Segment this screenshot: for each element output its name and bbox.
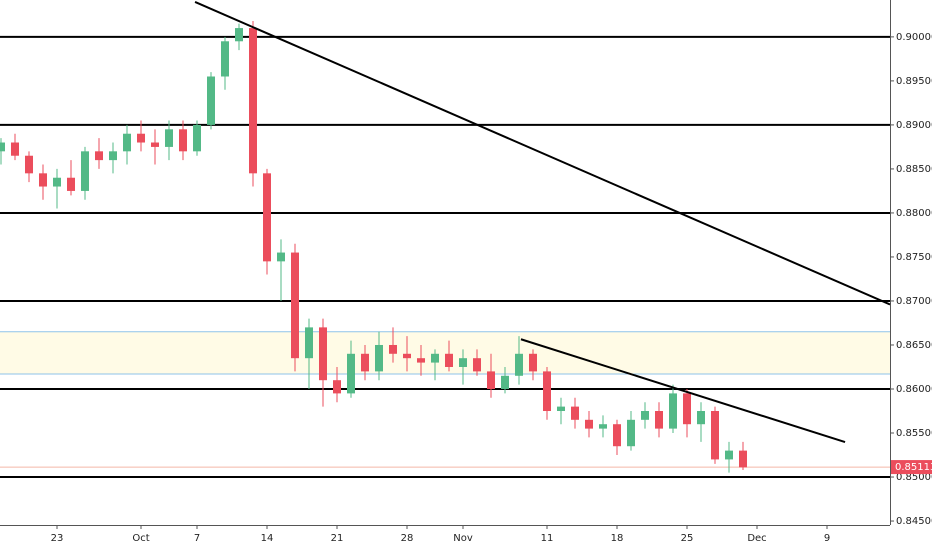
candle-body [613, 424, 621, 447]
candle-body [697, 411, 705, 425]
trendline [194, 1, 891, 306]
candle-body [585, 419, 593, 429]
x-tick-label: Dec [747, 533, 766, 544]
candle-body [683, 393, 691, 425]
candle-body [459, 358, 467, 367]
trendline [520, 338, 846, 444]
candle-body [445, 353, 453, 367]
last-price-tag [891, 460, 932, 475]
candle-body [487, 371, 495, 389]
candle-body [165, 129, 173, 147]
x-tick-label: 14 [261, 533, 274, 544]
candle-body [557, 406, 565, 412]
x-tick-label: 23 [51, 533, 64, 544]
candle-body [11, 142, 19, 156]
candle-body [669, 393, 677, 429]
x-tick-label: 25 [681, 533, 694, 544]
candle-body [431, 353, 439, 363]
last-price-label: 0.85113 [895, 462, 932, 473]
candle-body [81, 151, 89, 191]
x-tick-label: 28 [401, 533, 414, 544]
candle-body [473, 358, 481, 372]
candle-body [109, 151, 117, 161]
candle-body [627, 419, 635, 447]
x-tick-label: 9 [824, 533, 830, 544]
candle-body [529, 353, 537, 372]
candle-body [0, 142, 5, 152]
candle-body [417, 358, 425, 363]
candle-body [263, 173, 271, 262]
candle-body [53, 177, 61, 187]
candle-body [207, 76, 215, 125]
candle-body [725, 450, 733, 460]
candle-body [137, 133, 145, 143]
candle-body [375, 344, 383, 372]
candle-body [403, 353, 411, 359]
x-tick-label: Oct [132, 533, 149, 544]
x-tick-label: 18 [611, 533, 624, 544]
candle-body [361, 353, 369, 372]
x-tick-label: 11 [541, 533, 554, 544]
candle-body [599, 424, 607, 429]
candle-body [39, 173, 47, 187]
candle-body [193, 124, 201, 152]
x-tick-label: Nov [453, 533, 473, 544]
candle-body [739, 450, 747, 468]
zone [0, 331, 890, 375]
candle-body [333, 380, 341, 394]
candle-body [305, 327, 313, 359]
candle-body [571, 406, 579, 420]
candle-body [543, 371, 551, 412]
candle-body [67, 177, 75, 191]
candle-body [95, 151, 103, 161]
candle-body [123, 133, 131, 152]
candle-body [249, 28, 257, 174]
candle-body [711, 411, 719, 460]
x-tick-label: 7 [194, 533, 200, 544]
candle-body [151, 142, 159, 147]
candle-body [179, 129, 187, 152]
y-tick-label: 0.90000 [896, 32, 932, 43]
candle-body [655, 411, 663, 429]
candle-body [641, 411, 649, 420]
candle-body [389, 344, 397, 354]
candle-body [319, 327, 327, 381]
candle-body [221, 41, 229, 77]
candle-body [25, 155, 33, 174]
candle-body [291, 252, 299, 359]
candle-body [347, 353, 355, 394]
candle-body [277, 252, 285, 262]
x-tick-label: 21 [331, 533, 344, 544]
candle-body [515, 353, 523, 376]
candle-body [235, 28, 243, 42]
candle-body [501, 375, 509, 389]
